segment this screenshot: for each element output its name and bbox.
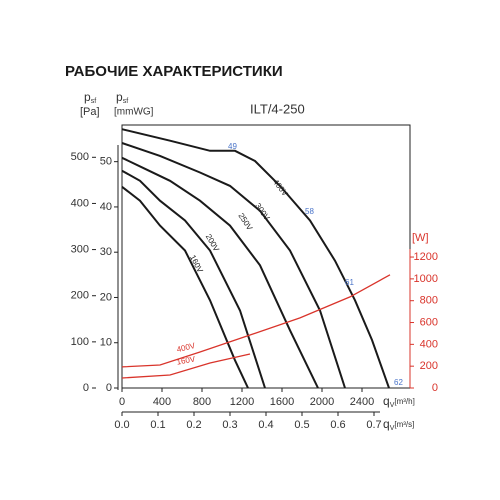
y-tick-label: 100 [71,336,89,348]
x-tick-label: 1600 [270,396,294,408]
y-alt-label-symbol: p [116,90,123,104]
curve [121,156,319,389]
x-alt-tick-label: 0.2 [186,419,201,431]
curve-label: 160V [188,253,205,274]
curve [121,274,391,368]
curve [121,142,346,389]
x-tick-label: 0 [119,396,125,408]
annotation: 61 [345,278,354,287]
y-tick-label: 400 [71,197,89,209]
x-alt-label-sub: V [390,425,395,432]
x-alt-tick-label: 0.1 [150,419,165,431]
curve [121,128,390,389]
x-alt-tick-label: 0.3 [222,419,237,431]
curve-label: 200V [204,232,221,253]
plot-frame [121,124,411,389]
curve [121,353,251,379]
x-label: qV[m³/h] [383,394,415,409]
x-alt-tick-label: 0.6 [330,419,345,431]
x-alt-label-unit: [m³/s] [394,420,414,429]
curve [121,186,249,389]
y-tick-label: 0 [83,382,89,394]
x-tick-label: 400 [153,396,171,408]
y-alt-label: psf [116,90,128,105]
annotation: 49 [228,142,237,151]
x-label-symbol: q [383,394,390,408]
y2-label: [W] [412,232,429,244]
curve-label: 400V [176,341,197,354]
x-tick-label: 800 [193,396,211,408]
x-label-sub: V [390,402,395,409]
x-label-unit: [m³/h] [394,397,414,406]
y-tick-label: 500 [71,151,89,163]
curve-label: 160V [176,354,197,366]
x-alt-label: qV[m³/s] [383,417,414,432]
y-alt-tick-label: 20 [100,291,112,303]
y-tick-label: 200 [71,290,89,302]
y-alt-tick-label: 10 [100,337,112,349]
y2-tick-label: 800 [420,295,438,307]
y2-tick-label: 1200 [414,251,438,263]
curve-label: 250V [236,212,254,233]
x-alt-tick-label: 0.4 [258,419,273,431]
y-label-symbol: p [84,90,91,104]
x-tick-label: 1200 [230,396,254,408]
y-alt-tick-label: 30 [100,246,112,258]
y-label-sub: sf [91,98,97,105]
y-label: psf [84,90,96,105]
annotation: 62 [394,378,403,387]
y-alt-tick-label: 0 [106,382,112,394]
curve [121,169,266,389]
y2-tick-label: 600 [420,316,438,328]
y2-tick-label: 400 [420,338,438,350]
y-alt-label-sub: sf [123,98,129,105]
x-tick-label: 2400 [350,396,374,408]
y2-tick-label: 0 [432,382,438,394]
y-alt-tick-label: 40 [100,201,112,213]
x-tick-label: 2000 [310,396,334,408]
x-alt-tick-label: 0.0 [114,419,129,431]
y-tick-label: 300 [71,243,89,255]
y2-tick-label: 200 [420,360,438,372]
y-label-unit: [Pa] [80,106,100,118]
chart-subtitle: ILT/4-250 [250,101,305,116]
chart-title: РАБОЧИЕ ХАРАКТЕРИСТИКИ [65,63,283,80]
x-alt-tick-label: 0.5 [294,419,309,431]
y-alt-label-unit: [mmWG] [114,107,154,118]
curve-label: 300V [253,202,271,223]
y-alt-tick-label: 50 [100,156,112,168]
y2-tick-label: 1000 [414,273,438,285]
x-alt-label-symbol: q [383,417,390,431]
annotation: 58 [305,207,314,216]
x-alt-tick-label: 0.7 [366,419,381,431]
